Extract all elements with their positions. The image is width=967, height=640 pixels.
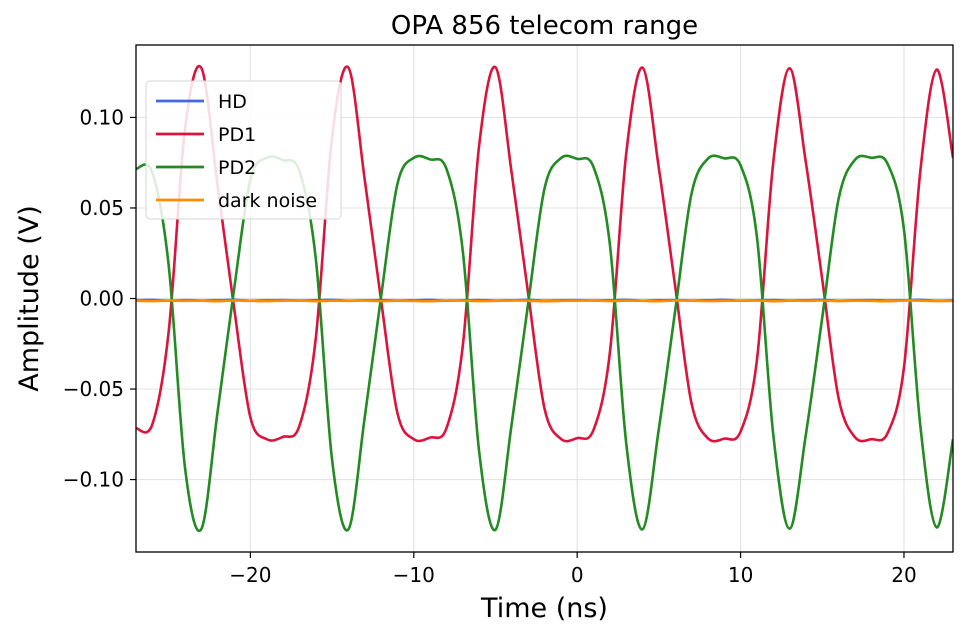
legend-label-pd2: PD2 [218, 157, 256, 179]
legend-label-dark-noise: dark noise [218, 190, 317, 212]
x-tick-label: 20 [891, 563, 916, 587]
legend-box [145, 80, 342, 220]
y-axis-label: Amplitude (V) [14, 205, 45, 391]
y-tick-label: 0.00 [79, 287, 124, 311]
y-tick-label: 0.05 [79, 196, 124, 220]
chart-title: OPA 856 telecom range [391, 11, 698, 41]
legend-label-hd: HD [218, 91, 247, 113]
y-tick-label: −0.10 [63, 468, 124, 492]
legend: HD PD1 PD2 dark noise [145, 80, 342, 220]
x-axis-label: Time (ns) [480, 593, 608, 624]
x-tick-label: −20 [229, 563, 271, 587]
plot-series [136, 64, 953, 533]
series-line-pd1 [136, 64, 953, 443]
y-tick-label: 0.10 [79, 105, 124, 129]
x-tick-label: 0 [571, 563, 584, 587]
legend-label-pd1: PD1 [218, 124, 256, 146]
series-line-dark-noise [136, 299, 953, 303]
x-tick-label: 10 [728, 563, 753, 587]
axis-ticks: −20 −10 0 10 20 0.10 0.05 0.00 −0.05 −0.10 [63, 105, 917, 587]
grid [136, 45, 953, 552]
y-tick-label: −0.05 [63, 377, 124, 401]
x-tick-label: −10 [393, 563, 435, 587]
